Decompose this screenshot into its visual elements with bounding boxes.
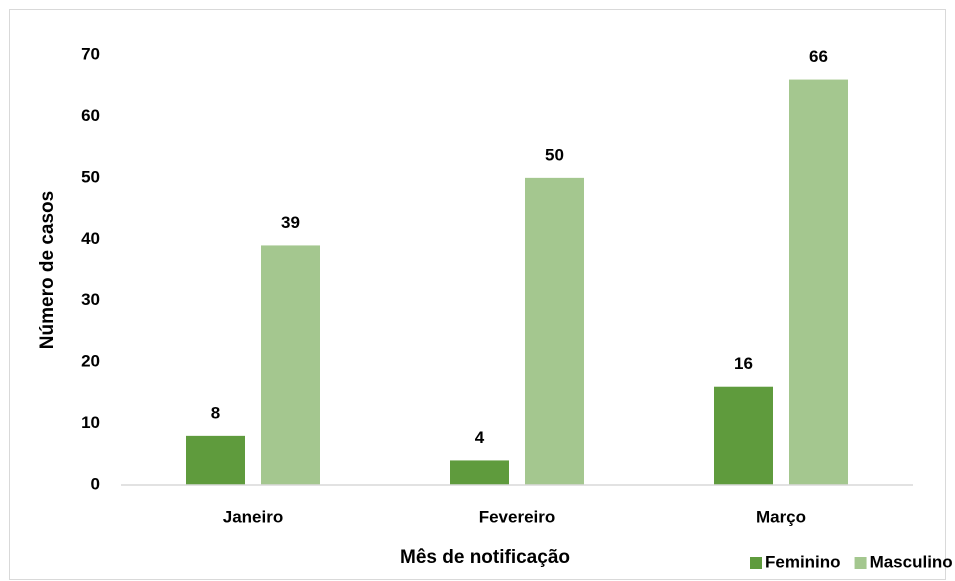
y-tick-label: 0: [91, 474, 100, 493]
y-tick-label: 40: [81, 229, 100, 248]
data-label: 8: [211, 403, 220, 422]
bar: [450, 460, 509, 485]
data-label: 39: [281, 213, 300, 232]
data-label: 66: [809, 47, 828, 66]
bar: [525, 177, 584, 485]
x-tick-label: Fevereiro: [479, 507, 556, 526]
y-tick-label: 70: [81, 44, 100, 63]
x-axis-label: Mês de notificação: [400, 547, 570, 568]
bar: [714, 386, 773, 485]
y-tick-label: 50: [81, 167, 100, 186]
legend-label: Feminino: [765, 552, 841, 571]
legend-label: Masculino: [870, 552, 953, 571]
x-tick-label: Janeiro: [223, 507, 283, 526]
y-axis-label: Número de casos: [37, 191, 58, 349]
data-label: 4: [475, 428, 485, 447]
bar: [789, 79, 848, 486]
bar: [186, 435, 245, 485]
bar: [261, 245, 320, 485]
y-tick-label: 20: [81, 352, 100, 371]
y-tick-label: 60: [81, 106, 100, 125]
y-tick-label: 10: [81, 413, 100, 432]
data-label: 50: [545, 145, 564, 164]
legend-swatch: [854, 557, 867, 569]
data-label: 16: [734, 354, 753, 373]
legend-swatch: [750, 557, 762, 569]
y-tick-label: 30: [81, 290, 100, 309]
x-tick-label: Março: [756, 507, 806, 526]
